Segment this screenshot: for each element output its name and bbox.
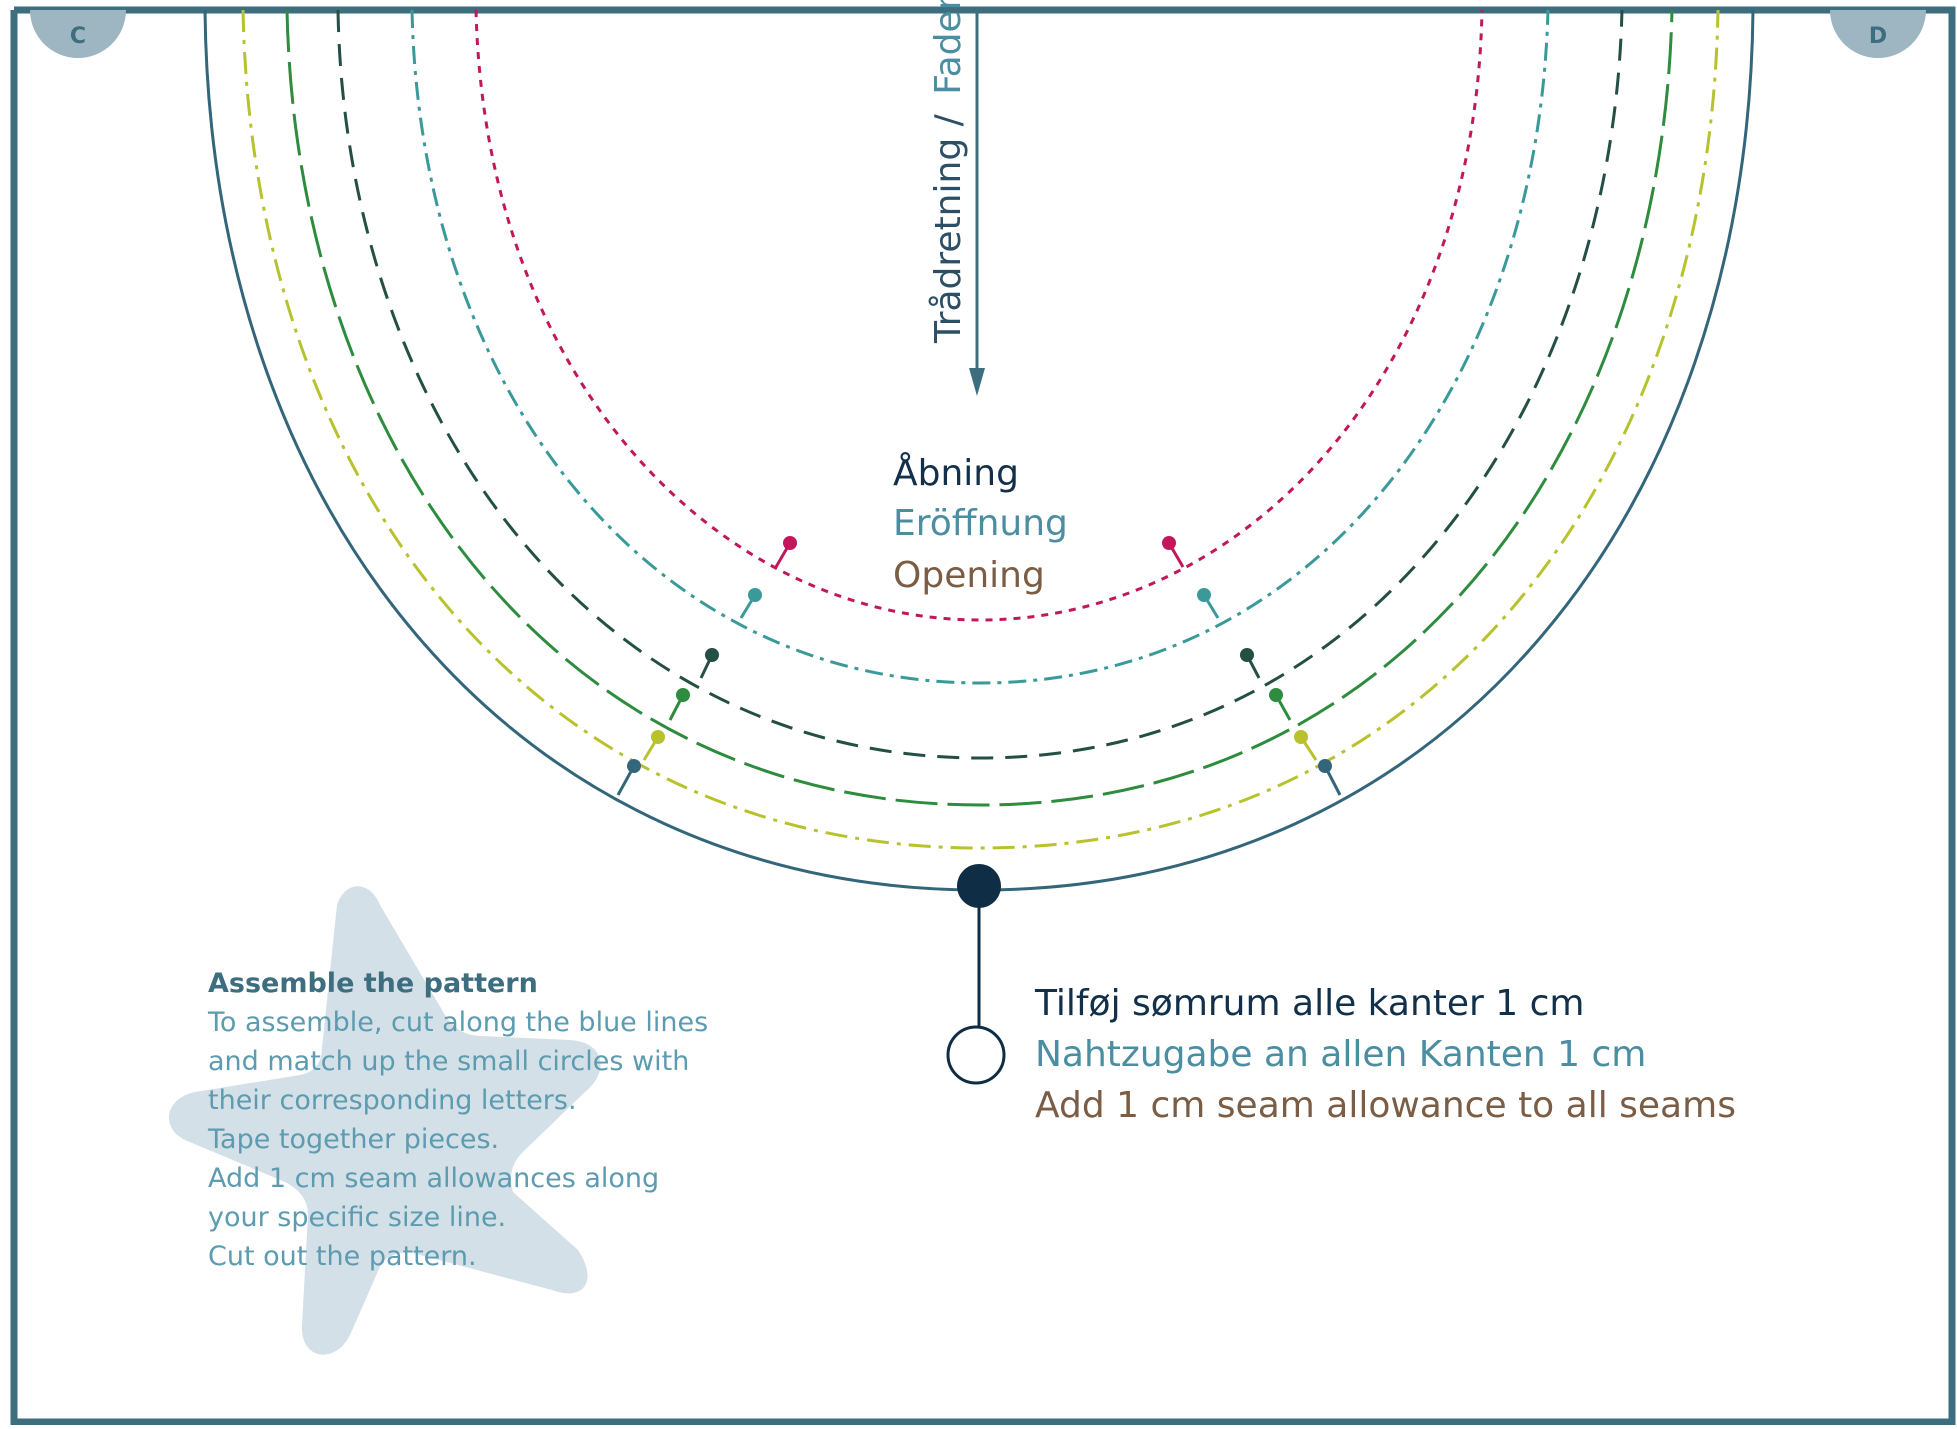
assemble-line: and match up the small circles with <box>208 1046 689 1077</box>
assemble-line: Tape together pieces. <box>207 1124 499 1155</box>
sheet-border <box>10 6 1956 1426</box>
notch-markers-left <box>616 536 797 796</box>
size-line-teal <box>410 9 1550 685</box>
size-line-darkgreen <box>336 9 1624 760</box>
seam-note-en: Add 1 cm seam allowance to all seams <box>1035 1085 1736 1126</box>
seam-note-de: Nahtzugabe an allen Kanten 1 cm <box>1035 1034 1646 1075</box>
size-line-green <box>285 9 1674 807</box>
seam-point-open <box>946 1025 1006 1085</box>
opening-label-de: Eröffnung <box>893 503 1068 544</box>
assemble-line: To assemble, cut along the blue lines <box>207 1007 708 1038</box>
opening-label-en: Opening <box>893 555 1045 596</box>
grainline-arrow <box>969 10 985 396</box>
corner-marker-d: D <box>1830 10 1926 58</box>
grainline-label: Trådretning / Faden <box>928 0 969 344</box>
corner-marker-d-label: D <box>1869 24 1887 49</box>
seam-note-dk: Tilføj sømrum alle kanter 1 cm <box>1034 983 1584 1024</box>
assemble-line: their corresponding letters. <box>208 1085 577 1116</box>
seam-allowance-pointer <box>946 864 1006 1085</box>
size-line-lime <box>241 9 1720 850</box>
seam-point-filled <box>957 864 1001 908</box>
grainline-label-dk: Trådretning / <box>928 113 969 344</box>
assemble-line: Cut out the pattern. <box>208 1241 477 1272</box>
notch-markers-right <box>1162 536 1342 796</box>
assemble-line: Add 1 cm seam allowances along <box>208 1163 659 1194</box>
assemble-instructions: To assemble, cut along the blue lines an… <box>207 1007 708 1272</box>
assemble-title: Assemble the pattern <box>208 968 538 999</box>
grainline-label-de: Faden <box>928 0 969 95</box>
corner-marker-c: C <box>30 10 126 58</box>
corner-marker-c-label: C <box>70 24 86 49</box>
size-line-magenta <box>474 9 1484 622</box>
assemble-line: your specific size line. <box>208 1202 506 1233</box>
opening-label-dk: Åbning <box>893 451 1019 494</box>
star-shape <box>168 886 601 1355</box>
